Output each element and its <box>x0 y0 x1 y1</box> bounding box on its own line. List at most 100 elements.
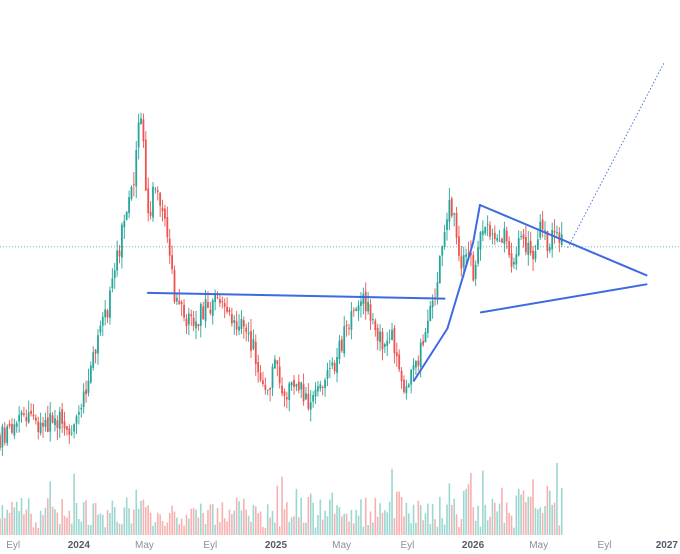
candle-body <box>121 224 123 258</box>
candle <box>202 301 205 320</box>
x-tick-label: Eyl <box>598 540 612 551</box>
volume-bar <box>520 494 522 535</box>
volume-bar <box>15 501 18 535</box>
x-tick-label: May <box>332 540 351 551</box>
volume-bar <box>176 517 178 535</box>
candle <box>374 318 377 337</box>
volume-bar <box>319 499 322 535</box>
candle-body <box>477 247 479 264</box>
volume-bar <box>367 525 369 535</box>
volume-bar <box>149 512 152 535</box>
candle <box>527 230 530 266</box>
volume-bar <box>465 488 467 535</box>
volume-bar <box>152 525 154 535</box>
volume-bar <box>23 514 25 535</box>
volume-bar <box>8 512 11 535</box>
volume-bar <box>231 514 233 535</box>
candle-body <box>297 381 300 391</box>
volume-bar <box>553 502 556 535</box>
candle <box>331 357 334 369</box>
candle <box>63 411 66 436</box>
candle-body <box>398 354 401 370</box>
volume-bar <box>190 508 193 535</box>
candle <box>23 406 25 417</box>
candle-body <box>39 422 42 434</box>
candle-body <box>415 361 417 368</box>
candle <box>233 315 236 335</box>
candle-body <box>470 252 472 256</box>
candle <box>204 289 207 328</box>
volume-bar <box>517 488 520 535</box>
candle-body <box>388 338 391 340</box>
volume-bar <box>73 473 75 535</box>
volume-bar <box>324 510 326 535</box>
candle-body <box>369 304 372 321</box>
volume-bar <box>529 496 532 535</box>
candle <box>168 228 171 264</box>
candle-body <box>496 238 499 241</box>
candle <box>46 405 49 433</box>
candle <box>101 312 104 337</box>
candle <box>305 387 307 401</box>
candle-body <box>228 309 231 312</box>
candle-body <box>101 316 104 326</box>
x-tick-label: 2024 <box>68 540 91 551</box>
volume-bar <box>94 502 97 535</box>
candle <box>395 342 398 367</box>
candle-body <box>254 341 257 364</box>
candle-body <box>199 304 202 326</box>
candle <box>443 224 446 250</box>
volume-bar <box>0 518 1 535</box>
volume-bar <box>164 525 166 535</box>
candle <box>446 212 448 241</box>
candle <box>166 206 169 243</box>
candle-body <box>305 393 307 400</box>
x-tick-label: 2026 <box>462 540 485 551</box>
candle-body <box>164 208 166 219</box>
candle <box>171 245 174 274</box>
candle <box>532 245 534 272</box>
candle-body <box>508 241 511 256</box>
candle <box>379 324 381 352</box>
candle-body <box>467 253 470 254</box>
candle-body <box>173 269 176 302</box>
candle <box>123 214 126 239</box>
candle <box>228 307 231 316</box>
candle <box>501 237 503 244</box>
volume-bar <box>321 519 324 535</box>
candle <box>3 422 6 446</box>
x-tick-label: Eyl <box>400 540 414 551</box>
volume-bar <box>400 496 403 535</box>
volume-bar <box>37 527 40 535</box>
candle-body <box>556 232 558 233</box>
candle-body <box>474 264 477 279</box>
candle <box>405 379 408 400</box>
candle <box>25 409 28 427</box>
volume-bar <box>417 500 420 535</box>
candle-body <box>233 319 236 323</box>
candle-body <box>493 232 496 240</box>
volume-bar <box>271 510 274 535</box>
candle-body <box>479 232 482 250</box>
candle-body <box>269 388 272 390</box>
candle <box>42 416 44 438</box>
candle-body <box>527 243 530 255</box>
volume-bar <box>446 504 448 535</box>
candle-body <box>27 412 30 423</box>
volume-bar <box>142 499 145 535</box>
volume-bar <box>97 514 99 535</box>
volume-bar <box>6 509 8 535</box>
candle <box>70 425 73 437</box>
candle-body <box>436 282 439 297</box>
volume-bar <box>391 468 393 535</box>
candle-body <box>331 362 334 366</box>
candle-body <box>309 402 312 410</box>
candle-body <box>321 387 324 388</box>
candle <box>350 302 353 340</box>
volume-bar <box>128 508 130 535</box>
volume-bar <box>68 510 71 535</box>
volume-bar <box>216 507 219 535</box>
candle-body <box>491 233 494 235</box>
volume-bar <box>66 517 68 535</box>
candle-body <box>219 299 221 304</box>
